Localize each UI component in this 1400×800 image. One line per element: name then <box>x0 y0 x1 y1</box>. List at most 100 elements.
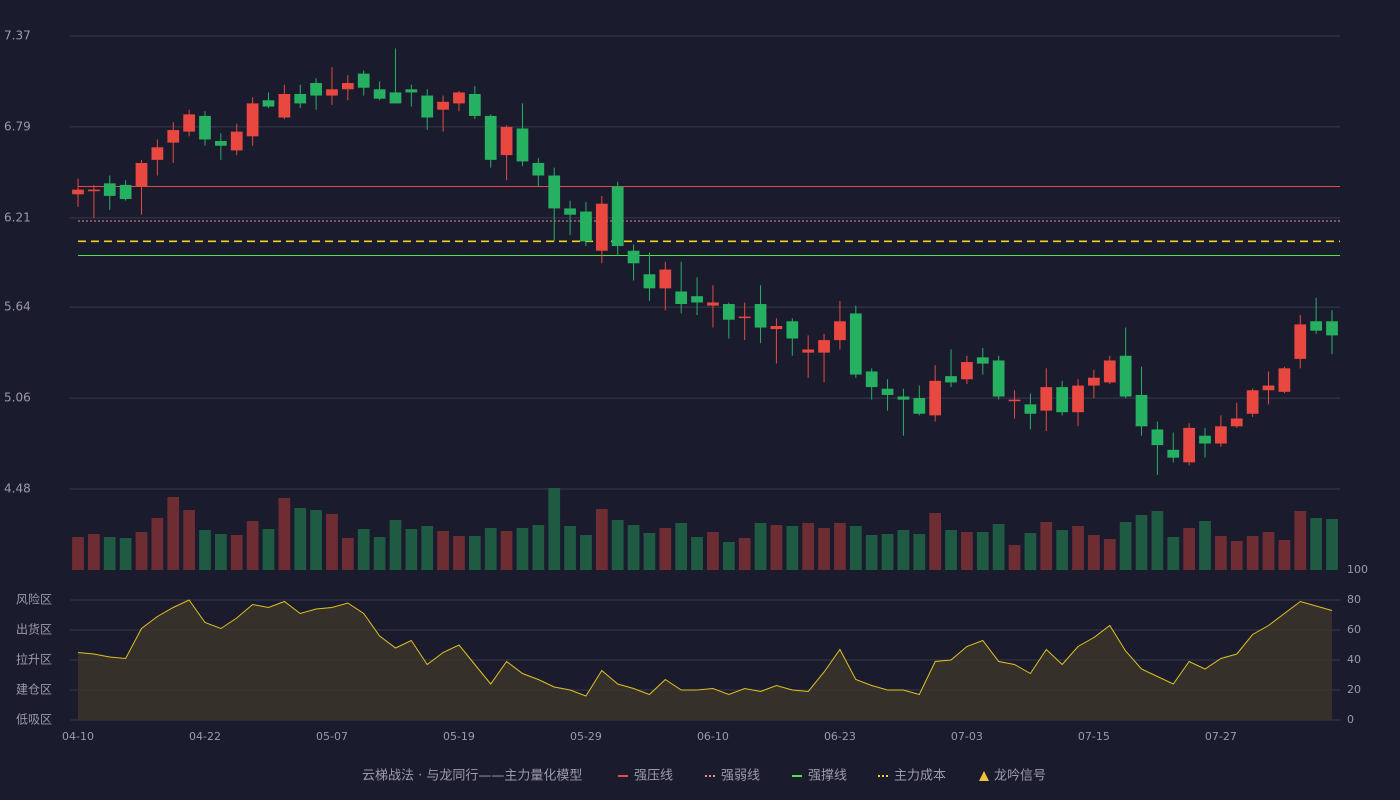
volume-bar <box>913 534 926 570</box>
y-tick-label: 6.21 <box>4 210 31 224</box>
candle-body <box>1024 404 1037 414</box>
x-tick-label: 06-23 <box>824 730 856 743</box>
x-tick-label: 05-29 <box>570 730 602 743</box>
zone-label: 拉升区 <box>16 652 52 667</box>
candle-body <box>214 141 227 146</box>
volume-bar <box>770 525 783 570</box>
volume-bar <box>389 520 402 570</box>
legend-label: 主力成本 <box>894 769 946 784</box>
candle-body <box>119 184 132 200</box>
volume-bar <box>738 538 751 570</box>
candle-body <box>1246 390 1259 414</box>
candle-body <box>1278 368 1291 392</box>
y-tick-label: 6.79 <box>4 119 31 133</box>
volume-bar <box>294 508 307 570</box>
candle-body <box>627 250 640 264</box>
volume-bar <box>1103 539 1116 570</box>
indicator-tick-label: 80 <box>1347 593 1361 606</box>
candle-body <box>913 398 926 414</box>
volume-bar <box>1294 511 1307 570</box>
volume-bar <box>532 525 545 570</box>
volume-bar <box>246 521 259 570</box>
candle-body <box>1183 427 1196 463</box>
volume-bar <box>1056 530 1069 570</box>
candle-body <box>865 371 878 388</box>
volume-bar <box>72 537 84 570</box>
candle-body <box>818 340 830 353</box>
candle-body <box>1008 399 1021 402</box>
volume-bar <box>627 525 640 570</box>
volume-bar <box>1008 545 1021 570</box>
volume-bar <box>310 510 322 570</box>
volume-bar <box>119 538 132 570</box>
volume-bar <box>1262 532 1275 570</box>
candle-body <box>1103 360 1116 383</box>
volume-bar <box>865 535 878 570</box>
candle-body <box>564 208 576 215</box>
volume-bar <box>103 537 116 570</box>
candle-body <box>103 183 116 196</box>
candle-body <box>373 89 386 99</box>
volume-bar <box>786 526 799 570</box>
candle-body <box>691 296 703 303</box>
candle-body <box>580 211 592 242</box>
candle-body <box>1135 394 1148 427</box>
volume-bar <box>1199 521 1211 570</box>
indicator-line <box>77 599 1333 697</box>
candle-body <box>453 92 465 104</box>
volume-bar <box>1230 541 1243 570</box>
volume-bar <box>849 526 862 570</box>
candle-body <box>945 376 957 383</box>
volume-bar <box>437 531 449 570</box>
x-tick-label: 04-22 <box>189 730 221 743</box>
volume-bar <box>1119 522 1132 570</box>
volume-bar <box>326 514 338 570</box>
x-tick-label: 05-07 <box>316 730 348 743</box>
volume-bar <box>88 534 100 570</box>
volume-bar <box>1310 518 1322 570</box>
x-tick-label: 07-03 <box>951 730 983 743</box>
candle-body <box>1262 385 1275 391</box>
legend-label: 龙吟信号 <box>994 768 1046 784</box>
volume-bar <box>516 528 529 570</box>
volume-bar <box>548 488 561 570</box>
candle-body <box>484 115 497 160</box>
candle-body <box>802 349 815 353</box>
candle-body <box>167 130 180 143</box>
candle-body <box>611 186 624 247</box>
volume-bar <box>961 532 973 570</box>
volume-bar <box>468 536 481 570</box>
volume-bar <box>262 529 275 570</box>
volume-bar <box>373 537 386 570</box>
volume-bar <box>199 530 211 570</box>
candle-body <box>199 115 211 140</box>
zone-label: 出货区 <box>16 622 52 637</box>
volume-bar <box>564 526 576 570</box>
volume-bar <box>722 542 735 570</box>
x-tick-label: 07-27 <box>1205 730 1237 743</box>
candle-body <box>72 189 84 195</box>
legend-label: 强压线 <box>634 769 673 784</box>
candle-body <box>310 83 322 96</box>
volume-bar <box>167 497 180 570</box>
volume-bar <box>341 538 354 570</box>
volume-bar <box>1215 536 1227 570</box>
volume-bar <box>405 529 418 570</box>
candle-body <box>1199 435 1211 444</box>
candle-body <box>516 128 529 162</box>
volume-bar <box>1278 540 1291 570</box>
candle-body <box>1056 387 1069 413</box>
volume-bar <box>278 498 291 570</box>
volume-bar <box>929 513 942 570</box>
y-tick-label: 7.37 <box>4 29 31 43</box>
candle-body <box>1310 321 1322 331</box>
volume-bar <box>754 523 767 570</box>
zone-label: 建仓区 <box>16 683 52 697</box>
candle-body <box>992 360 1005 397</box>
zone-label: 风险区 <box>16 592 52 607</box>
volume-bar <box>1024 533 1037 570</box>
x-tick-label: 04-10 <box>62 730 94 743</box>
candle-body <box>881 388 894 395</box>
legend-label: 强弱线 <box>721 769 760 784</box>
